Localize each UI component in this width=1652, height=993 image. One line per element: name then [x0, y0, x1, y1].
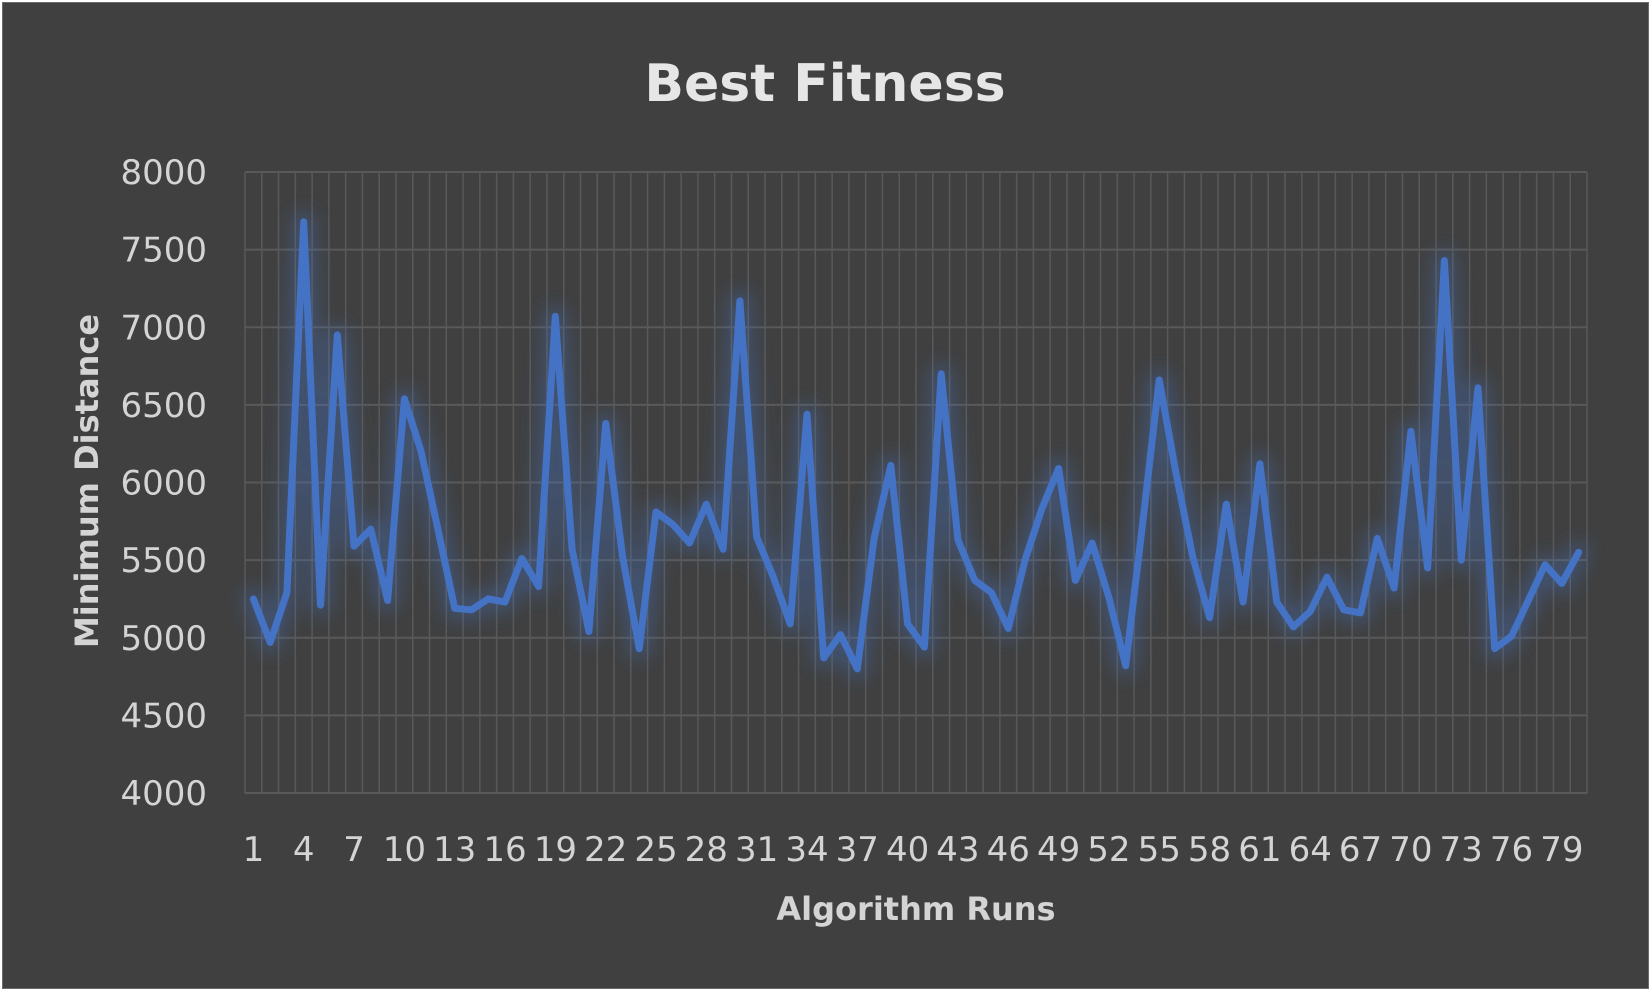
y-tick-label: 4500: [120, 696, 207, 736]
y-tick-label: 5000: [120, 619, 207, 659]
x-tick-label: 58: [1188, 830, 1231, 870]
y-tick-label: 8000: [120, 153, 207, 193]
x-axis-title: Algorithm Runs: [776, 890, 1055, 928]
x-tick-label: 67: [1339, 830, 1382, 870]
y-tick-label: 4000: [120, 774, 207, 814]
x-tick-label: 1: [243, 830, 265, 870]
x-axis-ticks: 1 4 7 10 13 16 19 22 25 28 31 34 37 40 43 46 49 52 55 58 61 6…: [243, 830, 1584, 870]
y-tick-label: 7000: [120, 308, 207, 348]
x-tick-label: 64: [1289, 830, 1332, 870]
x-tick-label: 7: [343, 830, 365, 870]
grid: [244, 171, 1588, 794]
x-tick-label: 22: [584, 830, 627, 870]
x-tick-label: 79: [1540, 830, 1583, 870]
x-tick-label: 31: [735, 830, 778, 870]
x-tick-label: 16: [483, 830, 526, 870]
x-tick-label: 19: [534, 830, 577, 870]
x-tick-label: 10: [383, 830, 426, 870]
series-line: [249, 218, 1583, 673]
x-tick-label: 61: [1238, 830, 1281, 870]
y-tick-label: 6500: [120, 386, 207, 426]
x-tick-label: 52: [1087, 830, 1130, 870]
x-tick-label: 55: [1138, 830, 1181, 870]
x-tick-label: 13: [433, 830, 476, 870]
series-layer: [242, 210, 1590, 680]
x-tick-label: 73: [1440, 830, 1483, 870]
x-tick-label: 37: [836, 830, 879, 870]
y-tick-label: 6000: [120, 464, 207, 504]
y-tick-label: 7500: [120, 231, 207, 271]
x-tick-label: 70: [1389, 830, 1432, 870]
x-tick-label: 46: [987, 830, 1030, 870]
y-tick-label: 5500: [120, 541, 207, 581]
x-tick-label: 49: [1037, 830, 1080, 870]
x-tick-label: 43: [936, 830, 979, 870]
chart-title: Best Fitness: [644, 54, 1005, 114]
x-tick-label: 40: [886, 830, 929, 870]
x-tick-label: 76: [1490, 830, 1533, 870]
y-axis-ticks: 4000 4500 5000 5500 6000 6500 7000 7500 8000: [120, 153, 207, 814]
line-chart: Best Fitness 4000 4500 5000 5500 6000 6500 700…: [68, 54, 1590, 928]
x-tick-label: 25: [634, 830, 677, 870]
x-tick-label: 28: [685, 830, 728, 870]
y-axis-title: Minimum Distance: [68, 314, 106, 648]
x-tick-label: 34: [785, 830, 828, 870]
x-tick-label: 4: [293, 830, 315, 870]
